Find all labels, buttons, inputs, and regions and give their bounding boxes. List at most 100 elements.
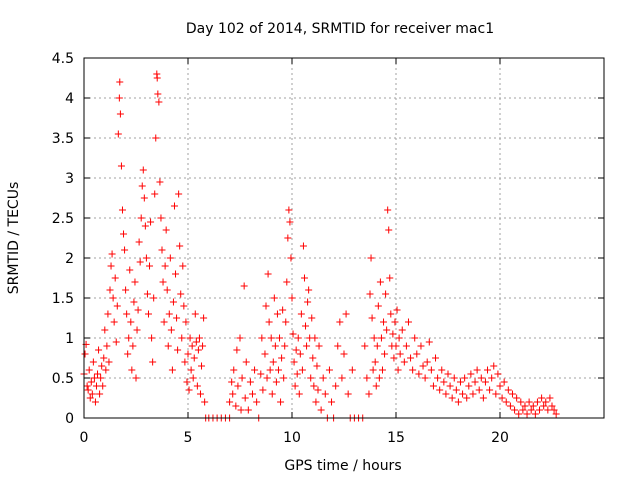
data-point: [240, 282, 248, 290]
data-point: [103, 342, 111, 350]
data-point: [393, 306, 401, 314]
data-point: [309, 354, 317, 362]
data-point: [336, 318, 344, 326]
data-point: [232, 402, 240, 410]
data-point: [423, 358, 431, 366]
data-point: [293, 370, 301, 378]
data-point: [150, 294, 158, 302]
data-point: [413, 350, 421, 358]
data-point: [494, 370, 502, 378]
data-point: [463, 394, 471, 402]
data-point: [369, 366, 377, 374]
data-point: [456, 378, 464, 386]
data-point: [469, 390, 477, 398]
data-point: [508, 390, 516, 398]
grid: [84, 58, 604, 418]
data-point: [180, 302, 188, 310]
data-point: [305, 286, 313, 294]
data-point: [325, 366, 333, 374]
data-point: [375, 374, 383, 382]
data-point: [400, 358, 408, 366]
data-point: [344, 390, 352, 398]
data-point: [315, 342, 323, 350]
data-point: [519, 406, 527, 414]
data-point: [289, 330, 297, 338]
y-tick-label: 3.5: [52, 131, 74, 147]
data-point: [149, 358, 157, 366]
data-point: [130, 298, 138, 306]
data-point: [178, 334, 186, 342]
data-point: [282, 318, 290, 326]
data-point: [473, 366, 481, 374]
data-point: [529, 402, 537, 410]
data-point: [377, 334, 385, 342]
data-point: [454, 398, 462, 406]
data-point: [265, 318, 273, 326]
data-point: [258, 334, 266, 342]
data-point: [280, 374, 288, 382]
axis-tick-labels: 0 5 10 15 20 0 0.5 1 1.5 2 2.5 3 3.5 4 4.5: [52, 51, 509, 446]
y-tick-label: 1.5: [52, 291, 74, 307]
data-point: [536, 406, 544, 414]
x-tick-label: 15: [387, 430, 405, 446]
data-point: [434, 374, 442, 382]
data-point: [295, 390, 303, 398]
data-point: [179, 262, 187, 270]
data-point: [513, 394, 521, 402]
data-point: [169, 298, 177, 306]
data-point: [446, 382, 454, 390]
data-point: [297, 310, 305, 318]
data-point: [374, 302, 382, 310]
data-point: [500, 378, 508, 386]
data-point: [190, 354, 198, 362]
data-point: [515, 410, 523, 418]
data-point: [193, 382, 201, 390]
data-point: [481, 378, 489, 386]
data-point: [521, 402, 529, 410]
data-point: [303, 342, 311, 350]
data-point: [110, 318, 118, 326]
data-point: [192, 338, 200, 346]
data-point: [425, 338, 433, 346]
data-point: [196, 390, 204, 398]
data-point: [244, 406, 252, 414]
data-point: [167, 326, 175, 334]
data-point: [285, 206, 293, 214]
data-point: [241, 394, 249, 402]
data-point: [361, 342, 369, 350]
x-axis-label: GPS time / hours: [284, 458, 401, 474]
data-point: [152, 134, 160, 142]
data-point: [502, 398, 510, 406]
data-point: [156, 178, 164, 186]
data-point: [173, 314, 181, 322]
data-point: [398, 326, 406, 334]
data-point: [348, 366, 356, 374]
axis-ticks: [83, 57, 604, 419]
data-point: [440, 378, 448, 386]
data-points: [80, 70, 560, 422]
data-point: [154, 90, 162, 98]
data-point: [233, 346, 241, 354]
data-point: [234, 382, 242, 390]
data-point: [411, 334, 419, 342]
data-point: [527, 406, 535, 414]
data-point: [188, 342, 196, 350]
data-point: [159, 278, 167, 286]
data-point: [132, 374, 140, 382]
data-point: [427, 366, 435, 374]
data-point: [417, 342, 425, 350]
data-point: [139, 166, 147, 174]
data-point: [228, 378, 236, 386]
data-point: [381, 350, 389, 358]
data-point: [161, 262, 169, 270]
data-point: [85, 366, 93, 374]
data-point: [164, 342, 172, 350]
data-point: [105, 358, 113, 366]
data-point: [308, 314, 316, 322]
data-point: [122, 286, 130, 294]
data-point: [246, 378, 254, 386]
data-point: [125, 334, 133, 342]
data-point: [391, 318, 399, 326]
data-point: [477, 374, 485, 382]
